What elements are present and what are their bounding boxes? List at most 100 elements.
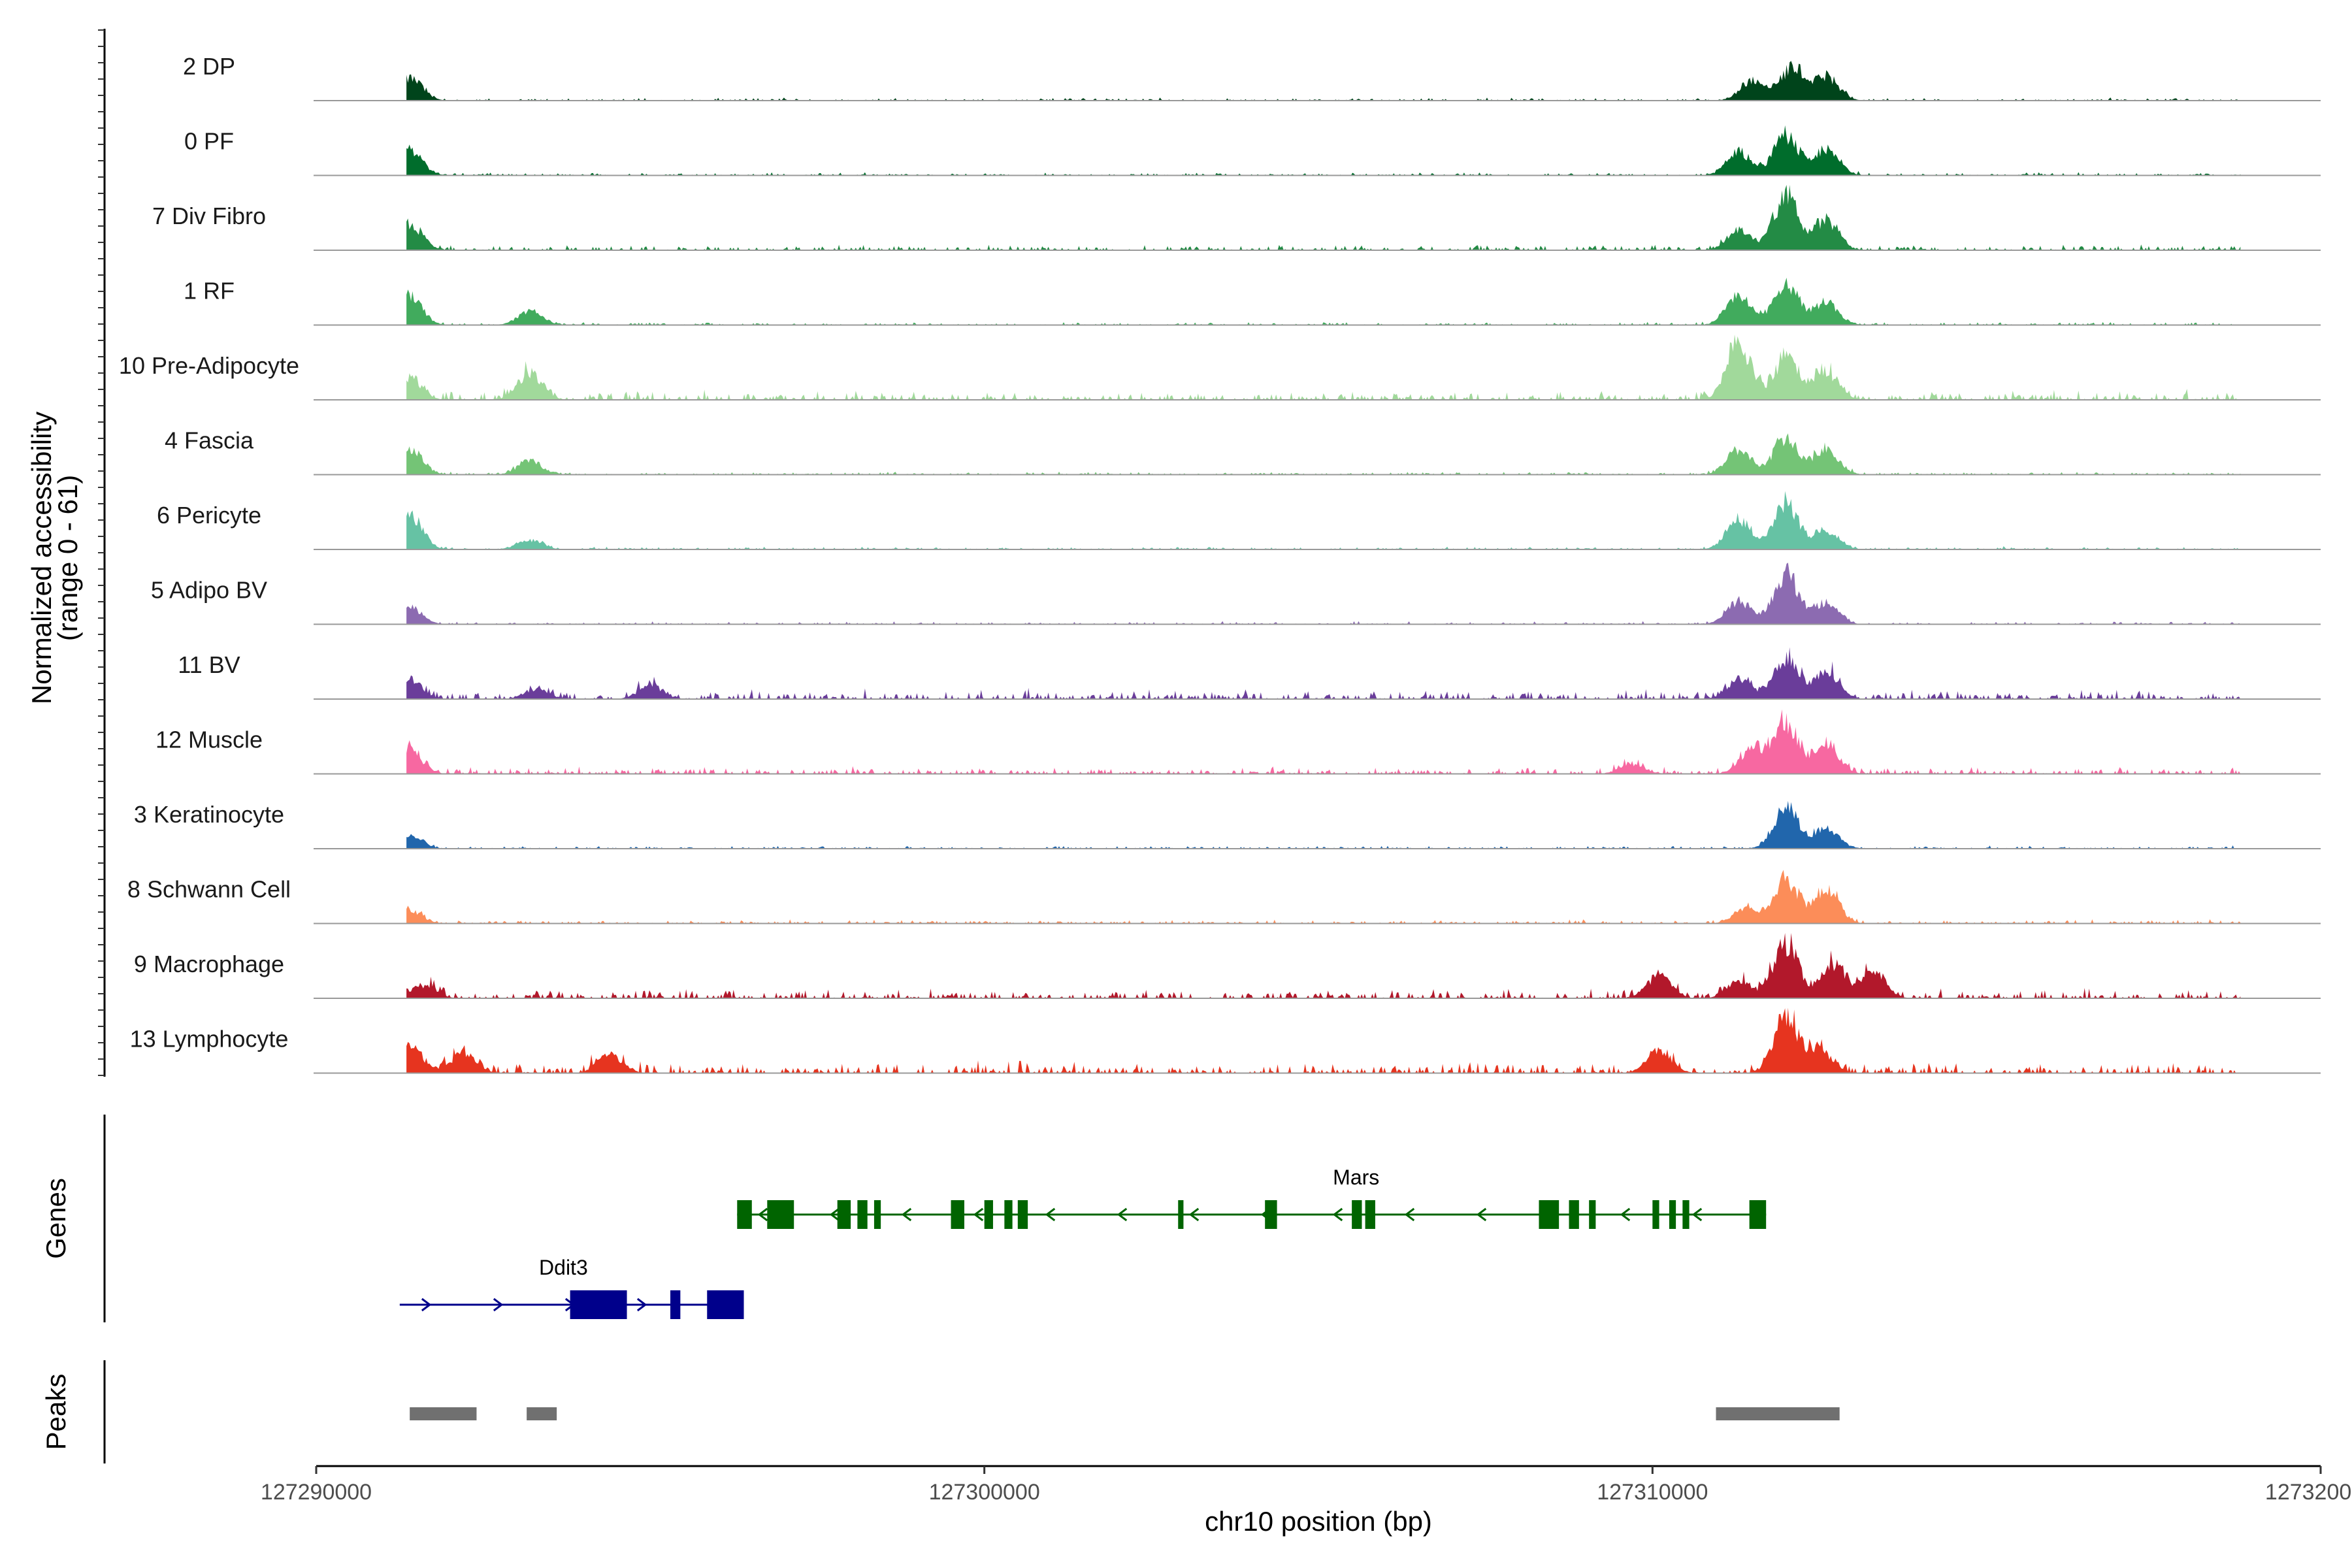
track-5: 4 Fascia bbox=[165, 427, 2321, 476]
exon bbox=[857, 1200, 868, 1229]
track-1: 0 PF bbox=[184, 125, 2321, 176]
coverage-area bbox=[406, 709, 2241, 774]
strand-arrow bbox=[1476, 1207, 1487, 1222]
y-axis-range: (range 0 - 61) bbox=[52, 475, 83, 641]
track-label: 10 Pre-Adipocyte bbox=[119, 352, 299, 379]
exon bbox=[1178, 1200, 1184, 1229]
exon bbox=[1365, 1200, 1375, 1229]
coverage-area bbox=[406, 125, 2241, 176]
coverage-area bbox=[406, 1007, 2241, 1073]
exon bbox=[1569, 1200, 1579, 1229]
coverage-area bbox=[406, 800, 2241, 849]
track-label: 5 Adipo BV bbox=[151, 577, 267, 604]
coverage-area bbox=[406, 933, 2241, 998]
x-axis: 127290000 127300000 127310000 127320000 bbox=[261, 1465, 2352, 1505]
track-label: 6 Pericyte bbox=[157, 502, 261, 529]
exon bbox=[984, 1200, 993, 1229]
exon bbox=[874, 1200, 881, 1229]
coverage-area bbox=[406, 433, 2241, 475]
accessibility-tracks: 2 DP 0 PF 7 Div Fibro 1 RF 10 Pre-Adipocyte 4… bbox=[119, 53, 2321, 1074]
gene-mars: Mars bbox=[737, 1166, 1767, 1229]
strand-arrow bbox=[1404, 1207, 1415, 1222]
track-9: 12 Muscle bbox=[155, 709, 2321, 775]
exon bbox=[737, 1200, 752, 1229]
exon bbox=[837, 1200, 851, 1229]
x-tick-label: 127290000 bbox=[261, 1480, 372, 1505]
coverage-area bbox=[406, 335, 2241, 400]
exon bbox=[670, 1290, 681, 1319]
strand-arrow bbox=[1117, 1207, 1128, 1222]
track-2: 7 Div Fibro bbox=[152, 185, 2321, 251]
exon bbox=[1017, 1200, 1028, 1229]
track-10: 3 Keratinocyte bbox=[134, 800, 2321, 849]
strand-arrow bbox=[829, 1207, 840, 1222]
track-0: 2 DP bbox=[183, 53, 2321, 101]
coverage-area bbox=[406, 61, 2241, 101]
y-axis-title: Normalized accessibility bbox=[26, 412, 57, 704]
track-6: 6 Pericyte bbox=[157, 491, 2321, 550]
coverage-area bbox=[406, 870, 2241, 924]
x-tick-label: 127310000 bbox=[1597, 1480, 1708, 1505]
strand-arrow bbox=[1620, 1207, 1631, 1222]
exon bbox=[1669, 1200, 1676, 1229]
track-label: 9 Macrophage bbox=[134, 951, 284, 977]
gene-name: Ddit3 bbox=[539, 1256, 588, 1279]
peak-region bbox=[1716, 1407, 1840, 1420]
strand-arrow bbox=[493, 1298, 504, 1312]
exon bbox=[1539, 1200, 1560, 1229]
exon bbox=[1652, 1200, 1659, 1229]
track-13: 13 Lymphocyte bbox=[130, 1007, 2321, 1074]
peaks-label: Peaks bbox=[41, 1374, 71, 1450]
track-7: 5 Adipo BV bbox=[151, 563, 2321, 625]
exon bbox=[1352, 1200, 1362, 1229]
track-11: 8 Schwann Cell bbox=[127, 870, 2321, 924]
track-label: 1 RF bbox=[184, 278, 235, 304]
coverage-area bbox=[406, 563, 2241, 625]
coverage-area bbox=[406, 185, 2241, 250]
gene-ddit3: Ddit3 bbox=[399, 1256, 744, 1319]
strand-arrow bbox=[636, 1298, 647, 1312]
exon bbox=[707, 1290, 744, 1319]
track-label: 7 Div Fibro bbox=[152, 203, 266, 229]
exon bbox=[1004, 1200, 1013, 1229]
track-4: 10 Pre-Adipocyte bbox=[119, 335, 2321, 400]
coverage-area bbox=[406, 278, 2241, 325]
exon bbox=[570, 1290, 627, 1319]
peak-region bbox=[527, 1407, 557, 1420]
y-axis bbox=[98, 29, 106, 1077]
track-label: 3 Keratinocyte bbox=[134, 801, 284, 828]
peak-region bbox=[410, 1407, 477, 1420]
strand-arrow bbox=[1188, 1207, 1200, 1222]
exon bbox=[1589, 1200, 1596, 1229]
exon bbox=[1682, 1200, 1690, 1229]
gene-name: Mars bbox=[1333, 1166, 1379, 1189]
track-label: 2 DP bbox=[183, 53, 235, 80]
track-label: 13 Lymphocyte bbox=[130, 1026, 289, 1053]
track-label: 4 Fascia bbox=[165, 427, 254, 454]
track-label: 11 BV bbox=[178, 651, 240, 678]
genes-label: Genes bbox=[41, 1178, 71, 1259]
exon bbox=[951, 1200, 964, 1229]
strand-arrow bbox=[757, 1207, 768, 1222]
peak-regions-track bbox=[410, 1407, 1840, 1420]
coverage-area bbox=[406, 491, 2241, 549]
gene-annotation-track: Mars Ddit3 bbox=[399, 1166, 1767, 1319]
x-axis-title: chr10 position (bp) bbox=[1205, 1506, 1432, 1537]
strand-arrow bbox=[973, 1207, 984, 1222]
track-label: 0 PF bbox=[184, 128, 234, 155]
track-label: 8 Schwann Cell bbox=[127, 876, 291, 903]
track-3: 1 RF bbox=[184, 278, 2321, 326]
x-tick-label: 127300000 bbox=[929, 1480, 1040, 1505]
strand-arrow bbox=[421, 1298, 432, 1312]
track-8: 11 BV bbox=[178, 647, 2321, 700]
exon bbox=[1265, 1200, 1277, 1229]
strand-arrow bbox=[1691, 1207, 1703, 1222]
strand-arrow bbox=[1045, 1207, 1056, 1222]
coverage-area bbox=[406, 647, 2241, 699]
x-tick-label: 127320000 bbox=[2265, 1480, 2352, 1505]
exon bbox=[1749, 1200, 1767, 1229]
track-12: 9 Macrophage bbox=[134, 933, 2321, 999]
track-label: 12 Muscle bbox=[155, 727, 263, 753]
strand-arrow bbox=[901, 1207, 912, 1222]
